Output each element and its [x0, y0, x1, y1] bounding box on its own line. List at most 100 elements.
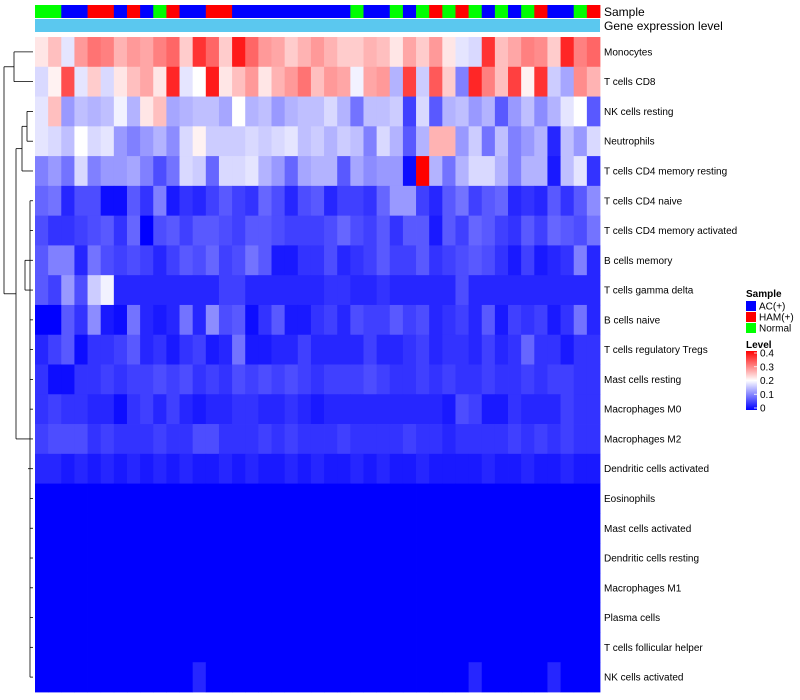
heatmap-cell — [455, 185, 470, 217]
heatmap-cell — [284, 632, 299, 663]
heatmap-cell — [350, 275, 364, 306]
heatmap-cell — [389, 572, 404, 604]
heatmap-cell — [245, 424, 259, 455]
heatmap-cell — [166, 185, 180, 217]
heatmap-cell — [310, 662, 325, 693]
heatmap-cell — [218, 215, 233, 246]
heatmap-cell — [494, 632, 509, 663]
heatmap-cell — [547, 483, 561, 514]
heatmap-cell — [113, 156, 128, 187]
heatmap-cell — [376, 483, 391, 514]
heatmap-cell — [126, 215, 141, 246]
heatmap-cell — [192, 632, 207, 663]
sample-legend-swatch — [746, 323, 756, 333]
heatmap-cell — [376, 245, 391, 276]
heatmap-cell — [350, 96, 364, 127]
heatmap-cell — [337, 66, 351, 97]
heatmap-cell — [573, 215, 588, 246]
heatmap-cell — [258, 304, 272, 336]
heatmap-cell — [205, 215, 220, 246]
heatmap-cell — [508, 156, 522, 187]
sample-track-cell — [560, 5, 575, 18]
heatmap-cell — [258, 334, 272, 365]
heatmap-cell — [271, 156, 286, 187]
heatmap-cell — [508, 215, 522, 246]
heatmap-cell — [508, 37, 522, 68]
heatmap-cell — [508, 453, 522, 484]
heatmap-cell — [48, 483, 62, 514]
heatmap-cell — [258, 215, 272, 246]
heatmap-cell — [126, 304, 141, 336]
sample-track-cell — [310, 5, 325, 18]
heatmap-cell — [547, 96, 561, 127]
heatmap-cell — [192, 185, 207, 217]
heatmap-cell — [310, 394, 325, 425]
heatmap-cell — [192, 215, 207, 246]
heatmap-cell — [376, 96, 391, 127]
heatmap-cell — [61, 334, 75, 365]
heatmap-cell — [48, 304, 62, 336]
heatmap-cell — [521, 156, 535, 187]
heatmap-cell — [494, 602, 509, 633]
sample-track-cell — [481, 5, 496, 18]
heatmap-cell — [192, 66, 207, 97]
heatmap-cell — [481, 483, 496, 514]
heatmap-cell — [284, 126, 299, 157]
heatmap-cell — [573, 66, 588, 97]
heatmap-cell — [258, 126, 272, 157]
heatmap-cell — [284, 37, 299, 68]
heatmap-cell — [100, 215, 115, 246]
heatmap-cell — [363, 453, 378, 484]
heatmap-cell — [402, 126, 417, 157]
heatmap-cell — [245, 37, 259, 68]
heatmap-cell — [350, 513, 364, 544]
heatmap-cell — [113, 245, 128, 276]
heatmap-cell — [205, 602, 220, 633]
heatmap-cell — [376, 424, 391, 455]
sample-track-cell — [258, 5, 272, 18]
row-label: Dendritic cells activated — [604, 464, 709, 475]
heatmap-cell — [153, 96, 167, 127]
heatmap-cell — [297, 275, 312, 306]
heatmap-cell — [245, 483, 259, 514]
heatmap-cell — [586, 453, 601, 484]
row-label: NK cells resting — [604, 107, 673, 118]
heatmap-cell — [455, 156, 470, 187]
heatmap-cell — [166, 37, 180, 68]
heatmap-cell — [416, 364, 430, 395]
heatmap-cell — [153, 543, 167, 574]
heatmap-cell — [271, 543, 286, 574]
heatmap-cell — [61, 513, 75, 544]
heatmap-cell — [402, 185, 417, 217]
heatmap-cell — [100, 394, 115, 425]
heatmap-cell — [126, 602, 141, 633]
heatmap-cell — [166, 543, 180, 574]
heatmap-cell — [416, 304, 430, 336]
heatmap-cell — [416, 453, 430, 484]
heatmap-cell — [337, 453, 351, 484]
heatmap-cell — [363, 602, 378, 633]
heatmap-cell — [126, 275, 141, 306]
heatmap-cell — [521, 96, 535, 127]
sample-track-cell — [140, 5, 154, 18]
heatmap-cell — [560, 334, 575, 365]
heatmap-cell — [205, 304, 220, 336]
heatmap-cell — [468, 126, 483, 157]
heatmap-cell — [547, 424, 561, 455]
heatmap-cell — [218, 37, 233, 68]
heatmap-cell — [363, 334, 378, 365]
heatmap-cell — [455, 275, 470, 306]
heatmap-cell — [100, 662, 115, 693]
heatmap-cell — [218, 424, 233, 455]
heatmap-cell — [179, 245, 194, 276]
row-dendrogram — [3, 51, 33, 678]
heatmap-cell — [521, 37, 535, 68]
heatmap-cell — [48, 513, 62, 544]
heatmap-cell — [218, 66, 233, 97]
sample-track-cell — [87, 5, 102, 18]
heatmap-cell — [35, 424, 49, 455]
heatmap-cell — [534, 662, 548, 693]
heatmap-cell — [363, 394, 378, 425]
heatmap-cell — [153, 453, 167, 484]
